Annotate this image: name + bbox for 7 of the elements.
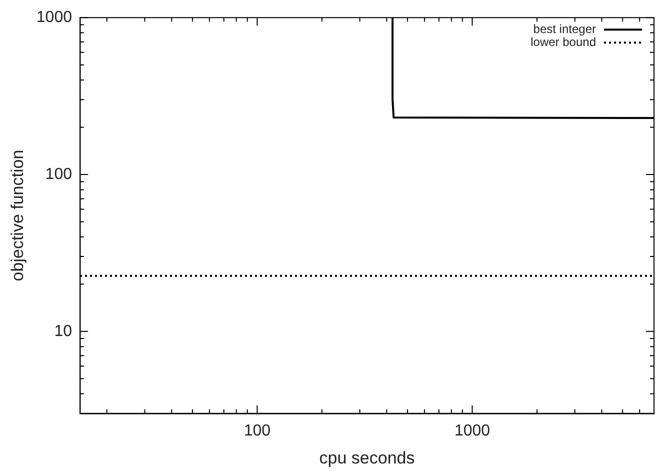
y-tick-label: 100 <box>45 166 72 183</box>
x-axis-title: cpu seconds <box>319 448 415 468</box>
legend-label: lower bound <box>530 34 596 49</box>
y-axis-title: objective function <box>8 150 27 282</box>
y-tick-label: 10 <box>54 322 72 340</box>
y-tick-label: 1000 <box>36 9 72 26</box>
legend-label: best integer <box>533 22 596 36</box>
